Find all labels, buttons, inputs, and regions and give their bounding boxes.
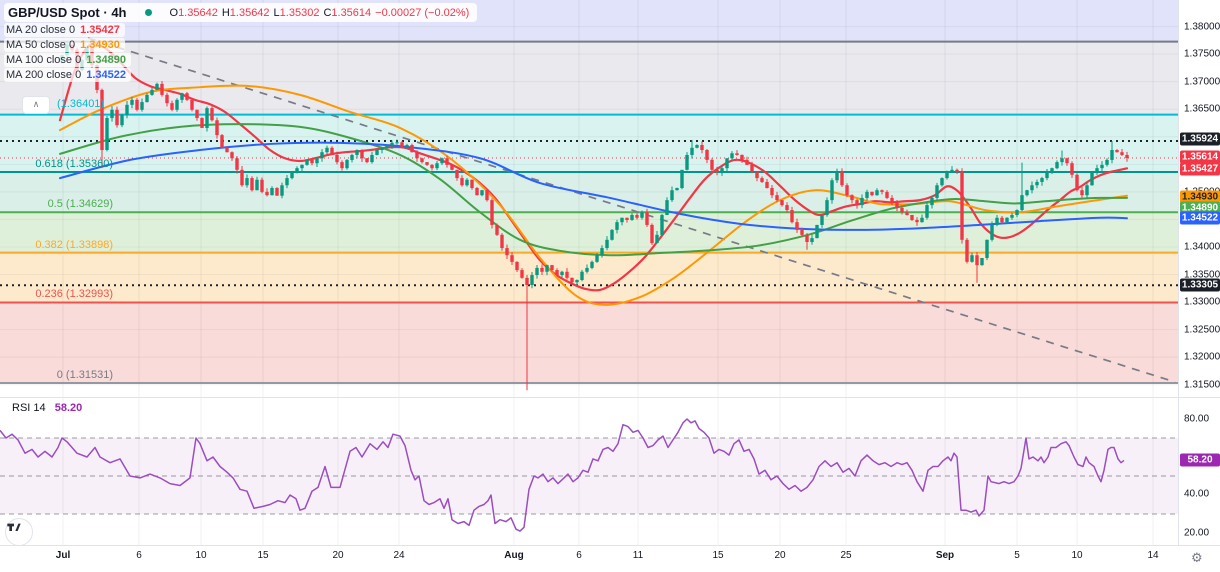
ma-legend-20[interactable]: MA 20 close 0 1.35427 <box>4 23 125 37</box>
change-value: −0.00027 (−0.02%) <box>375 6 470 19</box>
symbol-row[interactable]: GBP/USD Spot · 4h O1.35642 H1.35642 L1.3… <box>4 3 478 22</box>
market-status-dot <box>144 9 152 16</box>
tradingview-logo-icon <box>7 523 21 531</box>
chart-legend: GBP/USD Spot · 4h O1.35642 H1.35642 L1.3… <box>4 3 478 82</box>
ma-legend-100[interactable]: MA 100 close 0 1.34890 <box>4 53 131 67</box>
tradingview-logo[interactable] <box>5 518 33 546</box>
gear-icon[interactable]: ⚙ <box>1191 550 1203 565</box>
ohlc-values: O1.35642 H1.35642 L1.35302 C1.35614 −0.0… <box>169 6 470 19</box>
symbol-title[interactable]: GBP/USD Spot · 4h <box>8 5 127 20</box>
ma-legend-200[interactable]: MA 200 close 0 1.34522 <box>4 68 131 82</box>
rsi-legend[interactable]: RSI 14 58.20 <box>8 402 87 414</box>
chevron-up-icon: ∧ <box>32 99 40 109</box>
legend-collapse-button[interactable]: ∧ <box>22 96 50 114</box>
ma-legend-50[interactable]: MA 50 close 0 1.34930 <box>4 38 125 52</box>
